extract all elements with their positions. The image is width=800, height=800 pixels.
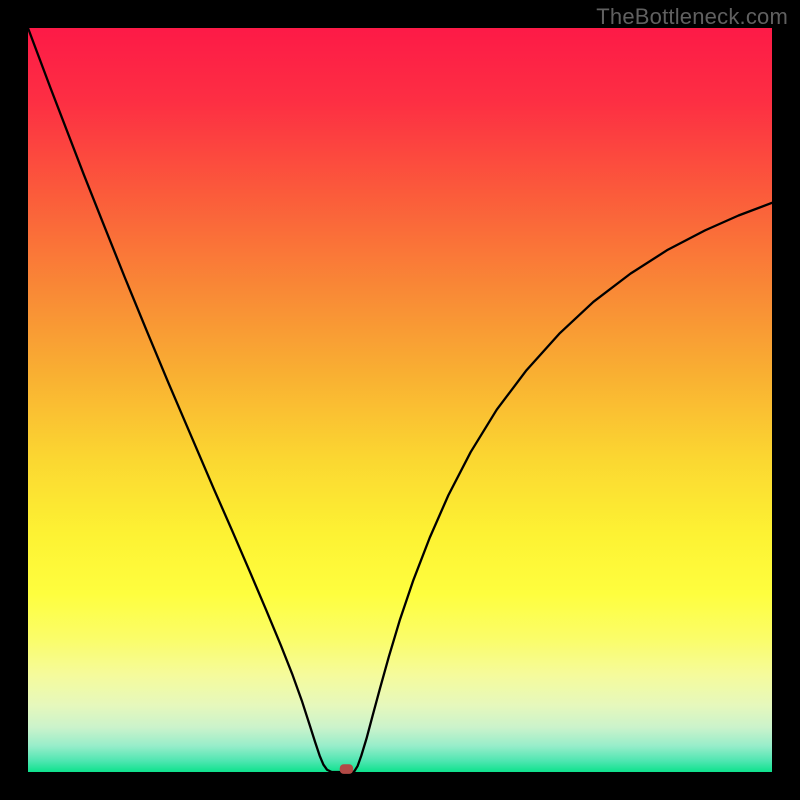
optimum-marker	[340, 764, 353, 774]
watermark-label: TheBottleneck.com	[596, 4, 788, 30]
plot-background	[28, 28, 772, 772]
bottleneck-chart	[0, 0, 800, 800]
chart-container: TheBottleneck.com	[0, 0, 800, 800]
